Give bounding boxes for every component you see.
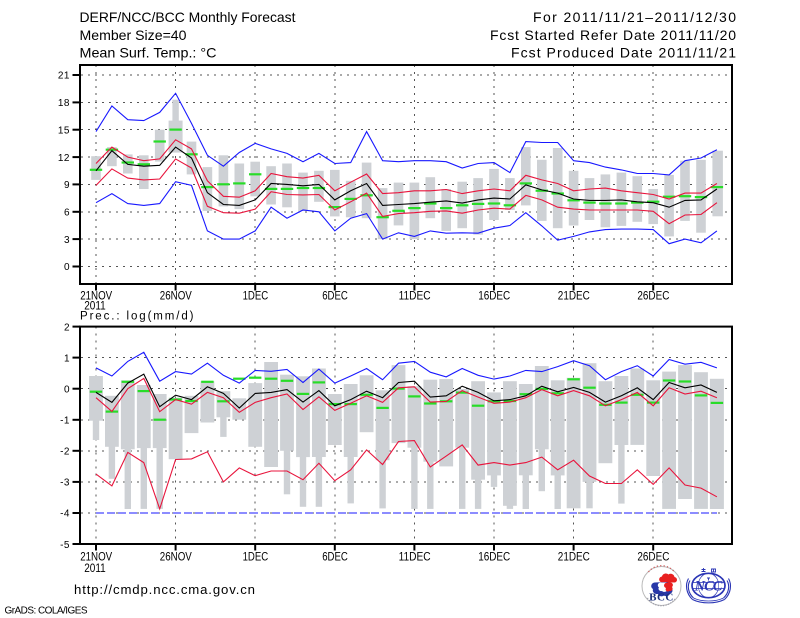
svg-text:BCC: BCC	[649, 592, 674, 604]
svg-text:16DEC: 16DEC	[478, 289, 510, 303]
svg-text:GrADS: COLA/IGES: GrADS: COLA/IGES	[5, 606, 88, 617]
svg-text:2011: 2011	[84, 299, 106, 313]
svg-text:21DEC: 21DEC	[558, 289, 590, 303]
svg-text:6DEC: 6DEC	[322, 550, 348, 564]
svg-text:0: 0	[64, 384, 70, 395]
svg-text:3: 3	[64, 235, 70, 246]
svg-text:2: 2	[64, 322, 70, 333]
svg-text:1DEC: 1DEC	[243, 550, 269, 564]
svg-text:16DEC: 16DEC	[478, 550, 510, 564]
svg-text:6DEC: 6DEC	[322, 289, 348, 303]
svg-text:For 2011/11/21–2011/12/30: For 2011/11/21–2011/12/30	[533, 9, 736, 25]
svg-text:1: 1	[64, 353, 70, 364]
svg-text:12: 12	[58, 153, 70, 164]
svg-text:26NOV: 26NOV	[160, 550, 193, 564]
svg-text:21: 21	[58, 71, 70, 82]
svg-text:9: 9	[64, 180, 70, 191]
svg-text:0: 0	[64, 262, 70, 273]
svg-text:2011: 2011	[84, 561, 106, 575]
svg-text:18: 18	[58, 98, 70, 109]
svg-text:-5: -5	[60, 540, 70, 551]
svg-text:DERF/NCC/BCC Monthly Forecast: DERF/NCC/BCC Monthly Forecast	[80, 9, 296, 25]
svg-text:6: 6	[64, 208, 70, 219]
svg-text:1DEC: 1DEC	[243, 289, 269, 303]
svg-text:21NOV: 21NOV	[80, 550, 113, 564]
svg-text:26DEC: 26DEC	[637, 550, 669, 564]
svg-text:Fcst Produced Date 2011/11/21: Fcst Produced Date 2011/11/21	[511, 45, 736, 61]
svg-text:21DEC: 21DEC	[558, 550, 590, 564]
svg-text:Fcst Started Refer Date 2011/1: Fcst Started Refer Date 2011/11/20	[490, 27, 736, 43]
svg-text:11DEC: 11DEC	[399, 550, 431, 564]
svg-text:Prec.: log(mm/d): Prec.: log(mm/d)	[80, 311, 194, 323]
svg-text:26DEC: 26DEC	[637, 289, 669, 303]
svg-text:26NOV: 26NOV	[160, 289, 193, 303]
svg-text:-4: -4	[60, 509, 70, 520]
svg-text:NCC: NCC	[694, 579, 723, 595]
svg-text:11DEC: 11DEC	[399, 289, 431, 303]
svg-text:Mean Surf. Temp.: °C: Mean Surf. Temp.: °C	[80, 45, 217, 61]
svg-text:-3: -3	[60, 478, 70, 489]
svg-text:Member Size=40: Member Size=40	[80, 27, 187, 43]
svg-text:http://cmdp.ncc.cma.gov.cn: http://cmdp.ncc.cma.gov.cn	[74, 582, 255, 597]
svg-text:21NOV: 21NOV	[80, 289, 113, 303]
svg-text:-2: -2	[60, 447, 70, 458]
svg-text:15: 15	[58, 125, 70, 136]
svg-text:-1: -1	[60, 416, 70, 427]
